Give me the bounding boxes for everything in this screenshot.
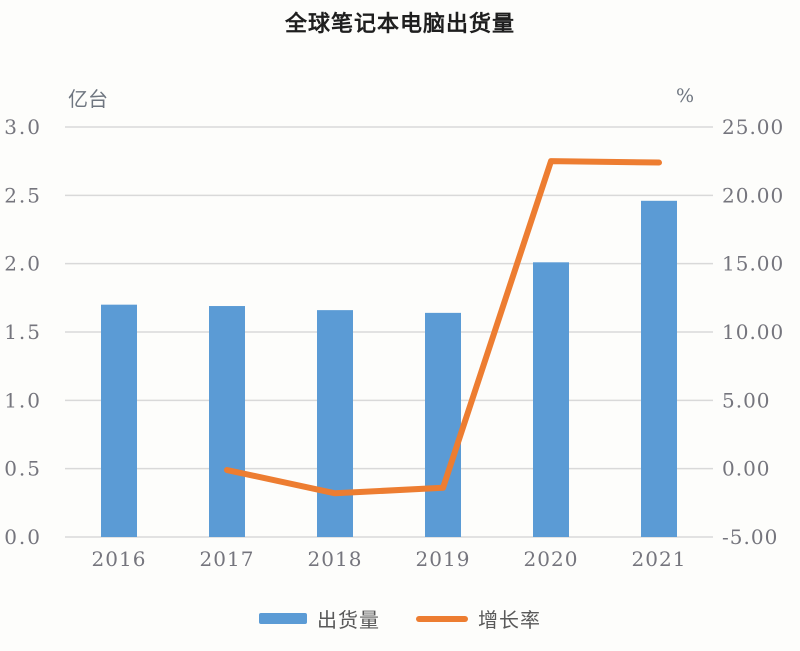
right-axis-unit-label: % xyxy=(676,85,695,107)
legend: 出货量 增长率 xyxy=(0,604,800,633)
legend-item-shipments: 出货量 xyxy=(259,604,380,633)
bar-2018 xyxy=(317,310,353,537)
right-axis-tick-label: 20.00 xyxy=(722,183,784,207)
growth-rate-line-swatch-icon xyxy=(416,615,468,622)
bar-2019 xyxy=(425,312,461,537)
growth-rate-line xyxy=(224,158,662,497)
left-axis-tick-label: 2.0 xyxy=(4,252,42,276)
left-axis-tick-label: 3.0 xyxy=(4,115,42,139)
left-axis-tick-label: 1.0 xyxy=(4,388,42,412)
x-axis-tick-label: 2018 xyxy=(308,547,363,571)
left-axis-tick-label: 0.5 xyxy=(4,457,42,481)
left-axis-unit-label: 亿台 xyxy=(68,87,108,111)
plot-area: 0.0 -5.00 0.5 0.00 1.0 5.00 1.5 10.00 2.0 15.00 2.… xyxy=(4,115,784,571)
x-axis-tick-label: 2021 xyxy=(632,547,687,571)
right-axis-tick-label: 0.00 xyxy=(722,457,771,481)
right-axis-tick-label: -5.00 xyxy=(722,525,778,549)
right-axis-tick-label: 25.00 xyxy=(722,115,784,139)
right-axis-tick-label: 10.00 xyxy=(722,320,784,344)
legend-item-growth-rate: 增长率 xyxy=(416,604,541,633)
shipments-bar-swatch-icon xyxy=(259,613,307,624)
x-axis-tick-label: 2017 xyxy=(200,547,255,571)
left-axis-tick-label: 2.5 xyxy=(4,183,42,207)
left-axis-tick-label: 1.5 xyxy=(4,320,42,344)
bar-2021 xyxy=(641,200,677,538)
right-axis-tick-label: 15.00 xyxy=(722,252,784,276)
bar-2020 xyxy=(533,262,569,537)
chart-title: 全球笔记本电脑出货量 xyxy=(284,11,515,36)
x-axis-tick-label: 2020 xyxy=(524,547,579,571)
legend-label-growth-rate: 增长率 xyxy=(478,610,541,632)
x-axis-tick-label: 2019 xyxy=(416,547,471,571)
bar-2016 xyxy=(101,304,137,537)
bar-2017 xyxy=(209,306,245,537)
left-axis-tick-label: 0.0 xyxy=(4,525,42,549)
right-axis-tick-label: 5.00 xyxy=(722,388,771,412)
legend-label-shipments: 出货量 xyxy=(317,610,380,632)
x-axis-tick-label: 2016 xyxy=(92,547,147,571)
